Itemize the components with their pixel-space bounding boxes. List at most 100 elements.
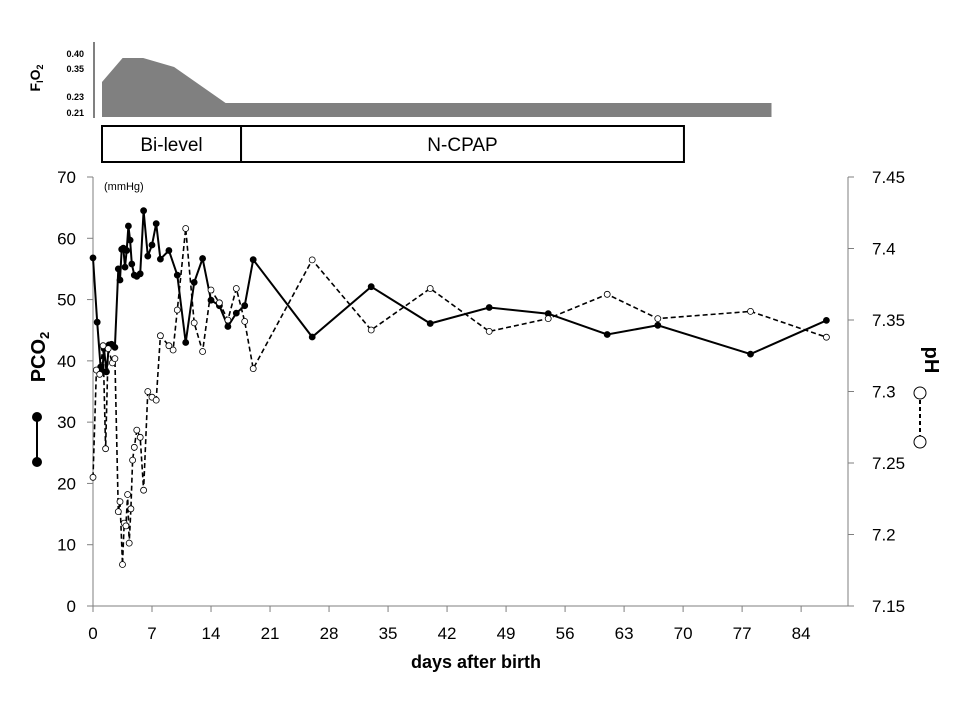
ventilation-mode-bar: Bi-level N-CPAP <box>101 125 685 163</box>
ph-point <box>140 486 148 494</box>
ph-point <box>156 332 164 340</box>
ph-point <box>232 285 240 292</box>
pco2-point <box>426 320 434 327</box>
pco2-point <box>124 222 132 230</box>
x-tick-label: 56 <box>556 624 575 643</box>
pco2-point <box>89 254 97 262</box>
left-tick-label: 50 <box>57 291 76 310</box>
ph-point <box>125 539 133 547</box>
ph-point <box>544 315 552 323</box>
ph-point <box>99 342 107 350</box>
ph-point <box>127 505 135 513</box>
ph-point <box>823 333 830 341</box>
x-axis-ticks: 0 7 14 21 28 35 42 49 56 63 70 77 84 <box>88 606 811 643</box>
pco2-point <box>654 321 662 329</box>
left-tick-label: 40 <box>57 352 76 371</box>
x-tick-label: 21 <box>261 624 280 643</box>
left-tick-label: 30 <box>57 413 76 432</box>
ph-point <box>114 508 122 516</box>
pco2-point <box>121 263 129 271</box>
ph-point <box>104 345 112 353</box>
pco2-unit: (mmHg) <box>104 181 144 193</box>
x-tick-label: 35 <box>379 624 398 643</box>
pco2-point <box>148 241 156 249</box>
ph-point <box>190 319 198 327</box>
pco2-point <box>603 331 611 338</box>
ph-point <box>144 388 152 395</box>
ph-point <box>308 256 316 264</box>
left-tick-label: 20 <box>57 474 76 493</box>
x-tick-label: 49 <box>497 624 516 643</box>
pco2-point <box>823 316 830 324</box>
mode-label: Bi-level <box>140 135 202 156</box>
right-tick-label: 7.4 <box>872 240 896 259</box>
pco2-point <box>111 343 119 351</box>
pco2-point <box>152 220 160 228</box>
x-tick-label: 7 <box>147 624 156 643</box>
ph-point <box>241 317 249 325</box>
ph-point <box>747 307 754 315</box>
mode-box: Bi-level <box>101 125 243 163</box>
ph-point <box>124 491 131 498</box>
pco2-point <box>123 247 131 254</box>
ph-point <box>207 286 215 294</box>
x-tick-label: 28 <box>320 624 339 643</box>
pco2-axis-label: PCO2 <box>28 332 52 383</box>
x-tick-label: 0 <box>88 624 97 643</box>
ph-point <box>199 348 207 355</box>
ph-point <box>111 355 119 363</box>
ph-axis-label: pH <box>920 347 942 374</box>
ph-point <box>173 306 181 314</box>
x-tick-label: 84 <box>792 624 811 643</box>
pco2-point <box>485 304 493 311</box>
plot-axes <box>92 177 849 607</box>
mode-box: N-CPAP <box>240 125 685 163</box>
fio2-tick-label: 0.40 <box>66 49 84 59</box>
ph-point <box>367 326 375 334</box>
ph-point <box>136 433 144 441</box>
pco2-point <box>747 350 754 358</box>
pco2-point <box>93 318 101 326</box>
ph-point <box>122 522 130 530</box>
ph-point <box>89 473 97 481</box>
ph-line <box>92 228 827 565</box>
x-tick-label: 14 <box>202 624 221 643</box>
right-tick-label: 7.25 <box>872 454 905 473</box>
pco2-series-key <box>32 412 42 467</box>
x-tick-label: 42 <box>438 624 457 643</box>
fio2-axis-label: FIO2 <box>27 65 45 92</box>
left-tick-label: 10 <box>57 536 76 555</box>
pco2-point <box>190 278 198 286</box>
ph-point <box>215 299 223 307</box>
pco2-point <box>126 236 134 244</box>
ph-point <box>224 316 232 324</box>
ph-point <box>654 315 662 323</box>
pco2-line <box>92 210 827 373</box>
ph-point <box>169 346 177 354</box>
fio2-panel: FIO2 0.40 0.35 0.23 0.21 <box>27 42 772 118</box>
ph-point <box>152 396 160 404</box>
right-tick-label: 7.15 <box>872 597 905 616</box>
ph-series-key <box>913 386 927 449</box>
pco2-point <box>232 309 240 317</box>
pco2-point <box>128 260 136 268</box>
pco2-point <box>367 283 375 291</box>
ph-point <box>129 456 137 464</box>
right-tick-label: 7.45 <box>872 168 905 187</box>
pco2-point <box>116 276 124 284</box>
pco2-point <box>182 339 190 346</box>
pco2-point <box>308 333 316 341</box>
ph-point <box>119 561 126 568</box>
series-layer <box>89 207 830 568</box>
mode-label: N-CPAP <box>427 135 497 156</box>
ph-point <box>116 498 124 506</box>
left-axis-ticks: 0 10 20 30 40 50 60 70 <box>57 168 93 616</box>
x-tick-label: 70 <box>674 624 693 643</box>
ph-point <box>133 426 141 434</box>
pco2-point <box>140 207 148 215</box>
x-tick-label: 77 <box>733 624 752 643</box>
ph-point <box>485 327 493 335</box>
ph-point <box>182 225 190 232</box>
right-tick-label: 7.2 <box>872 526 896 545</box>
